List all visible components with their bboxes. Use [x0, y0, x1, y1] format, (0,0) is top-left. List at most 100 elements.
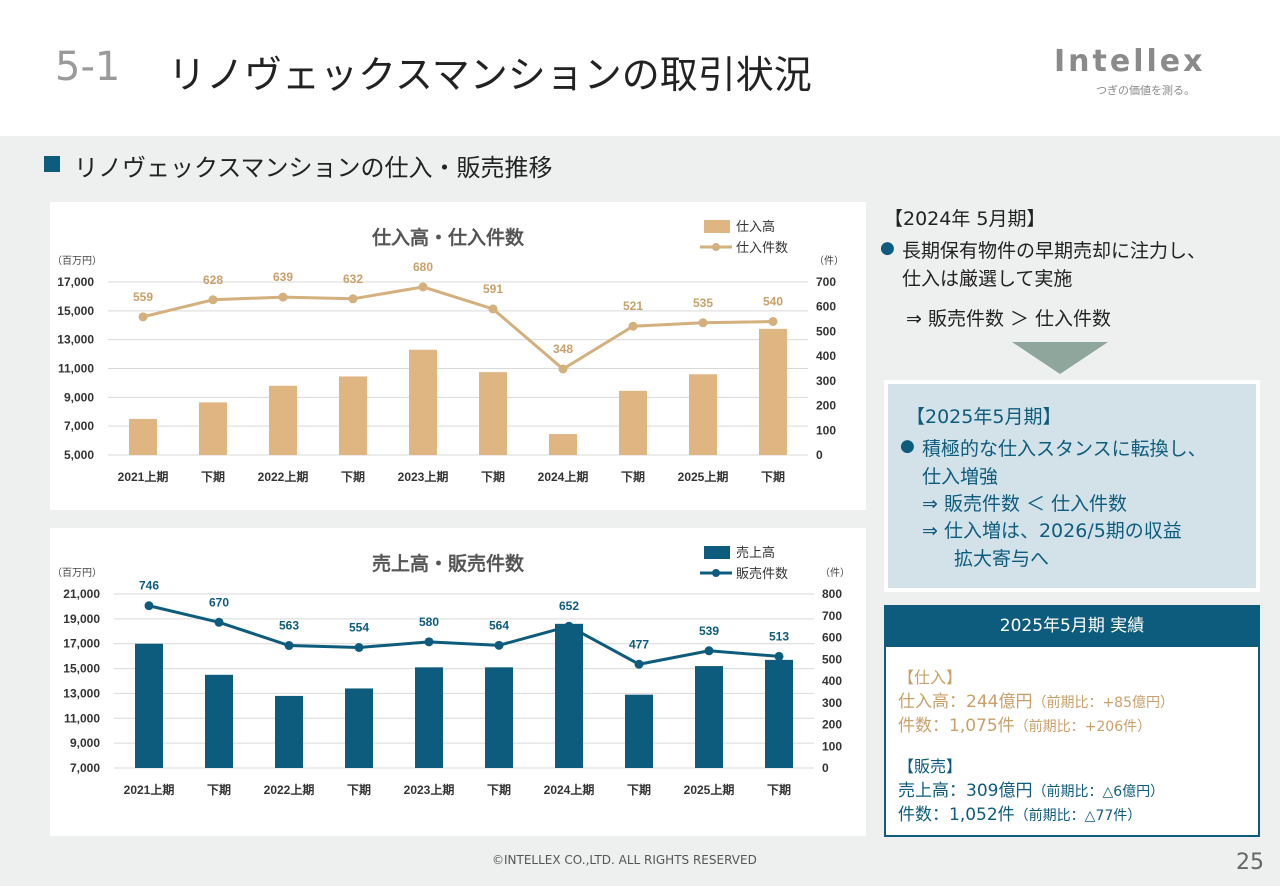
- results-purchase-amount: 仕入高：244億円（前期比：+85億円）: [898, 687, 1174, 712]
- y-right-tick-label: 500: [822, 652, 842, 666]
- legend-line-marker: [712, 569, 720, 577]
- line-point: [138, 312, 148, 322]
- data-label: 639: [273, 270, 293, 284]
- data-label: 670: [209, 595, 229, 609]
- results-sales-count: 件数：1,052件（前期比：△77件）: [898, 800, 1141, 825]
- data-label: 540: [763, 295, 783, 309]
- data-label: 746: [139, 579, 159, 593]
- y-right-tick-label: 200: [822, 718, 842, 732]
- purchase-chart-panel: 仕入高・仕入件数 （百万円） （件） 5,000 7,000 9,000 11,000 13,…: [50, 202, 866, 510]
- x-tick-label: 下期: [481, 469, 505, 484]
- bar: [485, 667, 513, 768]
- sales-amount-note: （前期比：△6億円）: [1032, 784, 1165, 800]
- y-left-tick-label: 17,000: [63, 637, 100, 651]
- sales-count-value: 件数：1,052件: [898, 805, 1015, 825]
- legend-bar-swatch: [704, 220, 730, 233]
- y-left-tick-label: 7,000: [70, 761, 100, 775]
- x-tick-label: 2025上期: [678, 469, 729, 484]
- y-left-unit-label: （百万円）: [52, 567, 102, 579]
- fy2025-heading: 【2025年5月期】: [906, 406, 1062, 428]
- x-tick-label: 2021上期: [124, 782, 175, 797]
- y-left-unit-label: （百万円）: [52, 255, 102, 267]
- line-point: [144, 601, 154, 611]
- line-point: [354, 643, 364, 653]
- fy2025-bullet-line1: 積極的な仕入スタンスに転換し、: [922, 438, 1207, 460]
- series-line: [148, 604, 780, 666]
- data-label: 535: [693, 296, 713, 310]
- x-tick-label: 下期: [347, 782, 371, 797]
- data-label: 559: [133, 290, 153, 304]
- fy2024-bullet-line2: 仕入は厳選して実施: [902, 268, 1073, 290]
- page-title: リノヴェックスマンションの取引状況: [168, 53, 812, 97]
- copyright: ©INTELLEX CO.,LTD. ALL RIGHTS RESERVED: [492, 853, 757, 867]
- fy2024-bullet-line1: 長期保有物件の早期売却に注力し、: [902, 240, 1207, 262]
- y-left-tick-label: 5,000: [64, 448, 94, 462]
- y-right-tick-label: 700: [816, 275, 836, 289]
- sales-amount-value: 売上高：309億円: [898, 781, 1033, 801]
- purchase-amount-value: 仕入高：244億円: [898, 692, 1033, 712]
- x-tick-label: 下期: [487, 782, 511, 797]
- y-right-tick-label: 200: [816, 399, 836, 413]
- bar: [695, 666, 723, 768]
- y-left-tick-label: 21,000: [63, 587, 100, 601]
- data-label: 513: [769, 629, 789, 643]
- bar: [135, 643, 163, 768]
- y-right-tick-label: 100: [816, 423, 836, 437]
- line-point: [628, 321, 638, 331]
- legend-bar-label: 売上高: [736, 545, 775, 561]
- y-right-tick-label: 400: [822, 674, 842, 688]
- line-point: [774, 651, 784, 661]
- bar: [345, 688, 373, 768]
- bar: [549, 434, 577, 455]
- purchase-count-value: 件数：1,075件: [898, 716, 1015, 736]
- sales-chart: 売上高・販売件数 （百万円） （件） 7,000 9,000 11,000 13,000 15…: [52, 545, 850, 797]
- y-left-tick-label: 11,000: [64, 711, 100, 725]
- x-tick-label: 下期: [767, 782, 791, 797]
- bullet-dot-icon: ●: [900, 436, 915, 456]
- data-label: 580: [419, 615, 439, 629]
- x-tick-label: 下期: [627, 782, 651, 797]
- results-title: 2025年5月期 実績: [884, 605, 1260, 647]
- bar: [339, 376, 367, 455]
- line-point: [424, 637, 434, 647]
- bar: [409, 349, 437, 455]
- line-point: [278, 292, 288, 302]
- purchase-count-note: （前期比：+206件）: [1014, 719, 1152, 735]
- y-right-tick-label: 700: [822, 609, 842, 623]
- results-box: [884, 647, 1260, 837]
- x-tick-label: 2021上期: [118, 469, 169, 484]
- data-label: 632: [343, 272, 363, 286]
- data-label: 521: [623, 299, 643, 313]
- x-tick-label: 下期: [621, 469, 645, 484]
- legend-line-label: 販売件数: [736, 566, 788, 582]
- line-point: [558, 364, 568, 374]
- bar: [759, 328, 787, 455]
- results-sales-amount: 売上高：309億円（前期比：△6億円）: [898, 776, 1164, 801]
- bar: [555, 623, 583, 768]
- bar: [689, 374, 717, 455]
- page-number: 25: [1236, 850, 1264, 875]
- bar: [129, 418, 157, 455]
- purchase-amount-note: （前期比：+85億円）: [1032, 695, 1174, 711]
- sales-count-note: （前期比：△77件）: [1014, 808, 1142, 824]
- line-point: [348, 294, 358, 304]
- y-left-tick-label: 19,000: [63, 612, 100, 626]
- data-label: 477: [629, 637, 649, 651]
- purchase-chart: 仕入高・仕入件数 （百万円） （件） 5,000 7,000 9,000 11,000 13,…: [52, 219, 844, 484]
- x-tick-label: 2023上期: [398, 469, 449, 484]
- y-right-tick-label: 0: [822, 761, 829, 775]
- y-right-tick-label: 600: [822, 631, 842, 645]
- bar: [479, 372, 507, 455]
- y-right-tick-label: 300: [816, 374, 836, 388]
- y-right-tick-label: 100: [822, 739, 842, 753]
- x-tick-label: 2024上期: [544, 782, 595, 797]
- data-label: 628: [203, 273, 223, 287]
- fy2025-arrow2: ⇒ 仕入増は、2026/5期の収益: [922, 520, 1182, 542]
- data-label: 563: [279, 619, 299, 633]
- fy2024-heading: 【2024年 5月期】: [884, 208, 1046, 230]
- y-left-tick-label: 15,000: [57, 304, 94, 318]
- bar: [205, 674, 233, 768]
- fy2025-arrow2-cont: 拡大寄与へ: [954, 548, 1050, 570]
- line-point: [634, 659, 644, 669]
- slide-number: 5-1: [55, 44, 121, 90]
